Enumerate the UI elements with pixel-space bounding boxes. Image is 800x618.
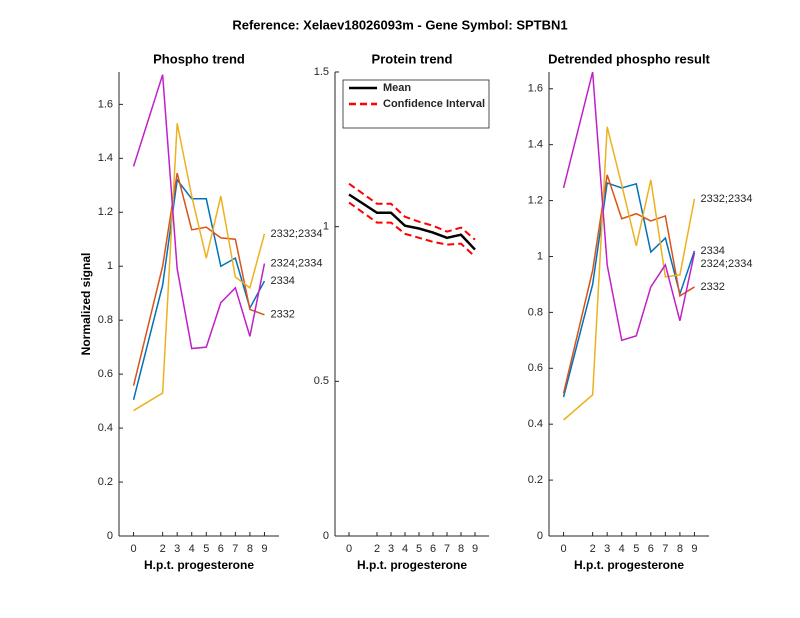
y-tick-label: 1 (107, 260, 113, 272)
x-tick-label: 8 (458, 543, 464, 555)
y-tick-label: 0.4 (528, 418, 543, 430)
x-tick-label: 5 (203, 543, 209, 555)
series-line (132, 172, 265, 386)
x-tick-label: 2 (374, 543, 380, 555)
y-tick-label: 0.2 (98, 476, 113, 488)
x-tick-label: 9 (261, 543, 267, 555)
x-tick-label: 7 (662, 543, 668, 555)
y-tick-label: 0 (323, 530, 329, 542)
x-tick-label: 5 (416, 543, 422, 555)
x-tick-label: 7 (444, 543, 450, 555)
y-tick-label: 0.6 (98, 368, 113, 380)
y-tick-label: 1.6 (98, 98, 113, 110)
y-tick-label: 1.2 (98, 206, 113, 218)
y-tick-label: 1.5 (314, 66, 329, 78)
x-tick-label: 8 (247, 543, 253, 555)
figure-title: Reference: Xelaev18026093m - Gene Symbol… (232, 17, 567, 32)
x-axis-label: H.p.t. progesterone (144, 558, 254, 572)
chart-title: Protein trend (372, 51, 453, 66)
y-tick-label: 1 (537, 250, 543, 262)
chart-title: Detrended phospho result (548, 51, 710, 66)
x-tick-label: 4 (189, 543, 195, 555)
x-tick-label: 3 (174, 543, 180, 555)
y-tick-label: 0.2 (528, 474, 543, 486)
x-tick-label: 0 (560, 543, 566, 555)
x-tick-label: 9 (691, 543, 697, 555)
series-end-label: 2332;2334 (270, 228, 322, 240)
chart-title: Phospho trend (153, 51, 245, 66)
series-end-label: 2332;2334 (700, 193, 752, 205)
x-tick-label: 7 (232, 543, 238, 555)
x-tick-label: 2 (160, 543, 166, 555)
x-tick-label: 2 (590, 543, 596, 555)
y-tick-label: 1 (323, 221, 329, 233)
x-tick-label: 6 (218, 543, 224, 555)
series-line (132, 178, 266, 400)
y-tick-label: 0.4 (98, 422, 113, 434)
x-tick-label: 0 (346, 543, 352, 555)
series-end-label: 2334 (270, 275, 294, 287)
y-tick-label: 1.4 (528, 139, 543, 151)
y-tick-label: 0.8 (528, 306, 543, 318)
series-line (562, 174, 695, 394)
x-tick-label: 8 (677, 543, 683, 555)
x-tick-label: 3 (604, 543, 610, 555)
series-end-label: 2332 (270, 309, 294, 321)
x-tick-label: 6 (648, 543, 654, 555)
y-tick-label: 0.8 (98, 314, 113, 326)
series-line (563, 126, 696, 421)
y-tick-label: 0.6 (528, 362, 543, 374)
y-tick-label: 1.6 (528, 83, 543, 95)
y-tick-label: 1.2 (528, 194, 543, 206)
x-tick-label: 4 (619, 543, 625, 555)
legend-label: Mean (383, 82, 411, 94)
y-tick-label: 0 (537, 530, 543, 542)
confidence-line (348, 201, 476, 258)
series-end-label: 2332 (700, 281, 724, 293)
series-end-label: 2324;2334 (700, 258, 752, 270)
series-line (133, 123, 266, 412)
x-tick-label: 6 (430, 543, 436, 555)
x-tick-label: 0 (130, 543, 136, 555)
y-tick-label: 1.4 (98, 152, 113, 164)
x-axis-label: H.p.t. progesterone (574, 558, 684, 572)
series-end-label: 2324;2334 (270, 257, 322, 269)
confidence-line (348, 182, 476, 241)
x-tick-label: 5 (633, 543, 639, 555)
y-axis-label: Normalized signal (79, 253, 93, 356)
y-tick-label: 0 (107, 530, 113, 542)
mean-line (348, 193, 476, 251)
series-line (562, 71, 696, 342)
x-axis-label: H.p.t. progesterone (357, 558, 467, 572)
y-tick-label: 0.5 (314, 375, 329, 387)
x-tick-label: 4 (402, 543, 408, 555)
x-tick-label: 3 (388, 543, 394, 555)
x-tick-label: 9 (472, 543, 478, 555)
series-line (132, 74, 266, 350)
series-end-label: 2334 (700, 245, 724, 257)
legend-label: Confidence Interval (383, 98, 485, 110)
